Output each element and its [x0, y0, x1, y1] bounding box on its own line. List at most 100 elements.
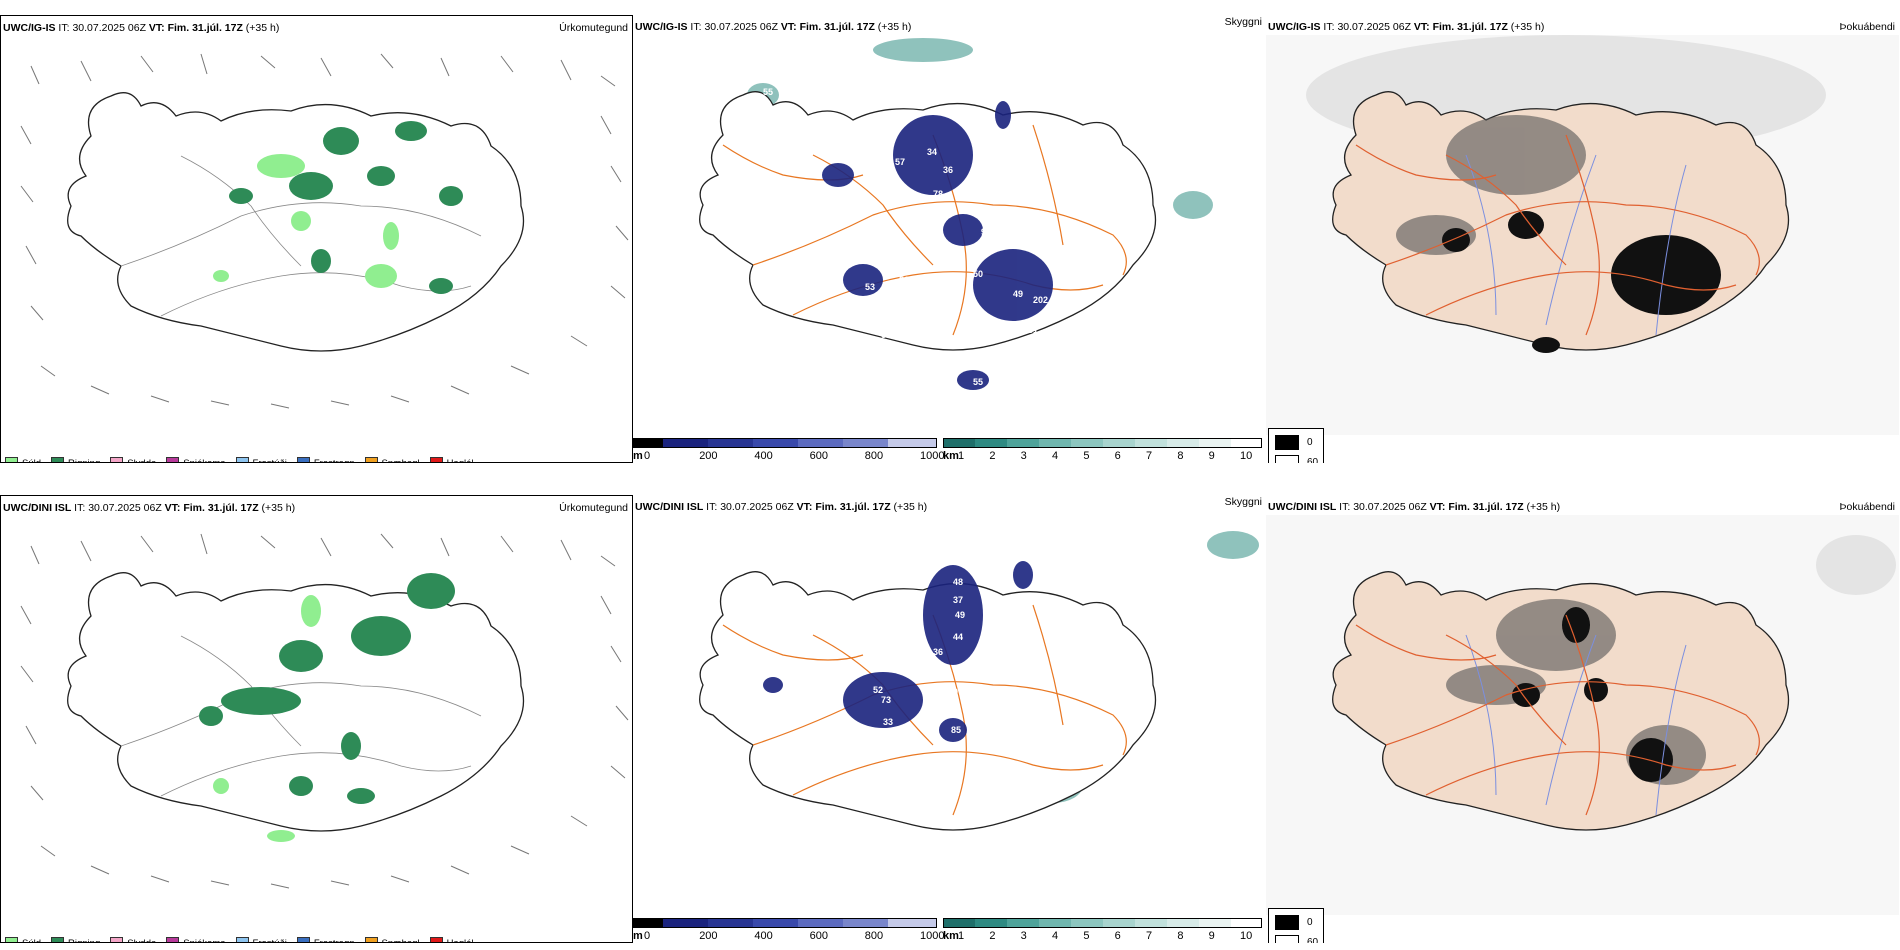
fog-panel-dini: UWC/DINI ISL IT: 30.07.2025 06Z VT: Fim.… [1266, 495, 1899, 943]
cloud-base-value: 44 [953, 632, 963, 642]
colorbar-tick: 800 [864, 930, 884, 942]
wind-barbs [20, 533, 629, 889]
colorbar-tick: 800 [864, 450, 884, 462]
legend-swatch [110, 457, 124, 462]
legend-swatch [51, 937, 65, 942]
legend-item: Súld [5, 937, 41, 942]
colorbar-tick: 600 [809, 930, 828, 942]
lead-time: (+35 h) [877, 21, 912, 33]
it-value: 30.07.2025 06Z [704, 21, 778, 33]
colorbar-tick: 200 [699, 450, 718, 462]
colorbar-tick: 4 [1052, 930, 1059, 942]
fog-high-label: 60 [1307, 457, 1319, 463]
colorbar-tick: 3 [1020, 930, 1027, 942]
fog-panel-ig: UWC/IG-IS IT: 30.07.2025 06Z VT: Fim. 31… [1266, 15, 1899, 463]
vt-label: VT: [780, 21, 797, 33]
legend-label: Snjókoma [183, 937, 226, 943]
it-value: 30.07.2025 06Z [1337, 21, 1411, 33]
cloud-base-value: 132 [1009, 765, 1024, 775]
cloud-base-value: 70 [923, 857, 933, 867]
legend-label: Haglél [446, 457, 474, 463]
colorbar-tick: 400 [754, 930, 773, 942]
legend-swatch [166, 937, 180, 942]
legend-item: Haglél [429, 937, 474, 943]
fog-legend: 0 60 [1268, 908, 1324, 943]
fog-dark-areas [1442, 211, 1721, 353]
cloud-base-value: 31 [1028, 325, 1038, 335]
precip-panel-ig: UWC/IG-IS IT: 30.07.2025 06Z VT: Fim. 31… [0, 15, 633, 463]
colorbar-tick: 2 [989, 450, 996, 462]
legend-swatch [296, 457, 310, 462]
legend-item: Frostregn [296, 457, 355, 462]
panel-header: UWC/IG-IS IT: 30.07.2025 06Z VT: Fim. 31… [1268, 20, 1895, 34]
cloud-base-value: 65 [881, 330, 891, 340]
fog-high-swatch [1275, 455, 1299, 463]
legend-swatch [296, 937, 310, 942]
lead-time: (+35 h) [1510, 21, 1545, 33]
cloud-base-value: 36 [933, 647, 943, 657]
legend-swatch [429, 457, 443, 462]
model-name: UWC/IG-IS [3, 22, 56, 34]
precip-legend: Súld Rigning Slydda Snjókoma Frostúði Frostre… [5, 937, 474, 943]
colorbar-tick: 7 [1146, 450, 1153, 462]
it-label: IT: [58, 22, 70, 34]
legend-label: Slydda [127, 937, 157, 943]
legend-label: Snæhagl [381, 457, 420, 463]
cloud-base-value: 125 [893, 209, 908, 219]
cloud-base-value: 49 [1013, 289, 1023, 299]
panel-title: Þokuábendi [1839, 501, 1895, 513]
it-value: 30.07.2025 06Z [88, 502, 162, 514]
cloud-base-value: 59 [913, 192, 923, 202]
cloud-base-value: 39 [955, 259, 965, 269]
vt-label: VT: [164, 502, 181, 514]
rivers [1465, 154, 1687, 336]
legend-label: Frostúði [252, 457, 287, 463]
legend-swatch [166, 457, 180, 462]
colorbar-tick: 3 [1020, 450, 1027, 462]
legend-label: Rigning [68, 457, 101, 463]
cloud-base-value: 73 [881, 695, 891, 705]
precip-legend: Súld Rigning Slydda Snjókoma Frostúði Frostre… [5, 457, 474, 463]
legend-label: Slydda [127, 457, 157, 463]
lead-time: (+35 h) [261, 502, 296, 514]
colorbar-tick: 1000 [920, 450, 945, 462]
vt-value: Fim. 31.júl. 17Z [815, 501, 891, 513]
visibility-colorbar: km 1 2 3 4 5 6 7 8 9 10 [943, 918, 1263, 942]
legend-item: Súld [5, 457, 41, 462]
legend-item: Snjókoma [166, 457, 226, 462]
rain-areas [199, 573, 455, 804]
cloud-base-value: 55 [763, 87, 773, 97]
colorbar-tick: 8 [1177, 450, 1184, 462]
cloud-base-value: 51 [833, 697, 843, 707]
legend-label: Snæhagl [381, 937, 420, 943]
legend-swatch [429, 937, 443, 942]
legend-item: Rigning [51, 457, 101, 463]
legend-item: Snæhagl [364, 457, 420, 463]
legend-item: Snæhagl [364, 937, 420, 943]
cloud-base-value: 52 [873, 685, 883, 695]
colorbar-tick: 5 [1083, 930, 1090, 942]
vt-value: Fim. 31.júl. 17Z [1432, 21, 1508, 33]
roads [120, 635, 482, 797]
fog-dark-areas [1512, 607, 1673, 782]
vt-value: Fim. 31.júl. 17Z [1448, 501, 1524, 513]
it-label: IT: [690, 21, 702, 33]
fog-high-swatch [1275, 935, 1299, 943]
cloud-base-value: 50 [1048, 309, 1058, 319]
panel-title: Þokuábendi [1839, 21, 1895, 33]
colorbar-tick: 10 [1240, 930, 1253, 942]
model-name: UWC/DINI ISL [3, 502, 72, 514]
colorbar-tick: 200 [699, 930, 718, 942]
vt-value: Fim. 31.júl. 17Z [167, 22, 243, 34]
colorbar-tick: 6 [1114, 930, 1121, 942]
cloud-base-value: 43 [958, 667, 968, 677]
it-label: IT: [1323, 21, 1335, 33]
legend-label: Haglél [446, 937, 474, 943]
legend-item: Snjókoma [166, 937, 226, 943]
colorbar-tick: 2 [989, 930, 996, 942]
cloud-base-value: 69 [858, 735, 868, 745]
model-name: UWC/IG-IS [1268, 21, 1321, 33]
legend-item: Slydda [110, 937, 157, 943]
cloud-base-value: 49 [948, 687, 958, 697]
